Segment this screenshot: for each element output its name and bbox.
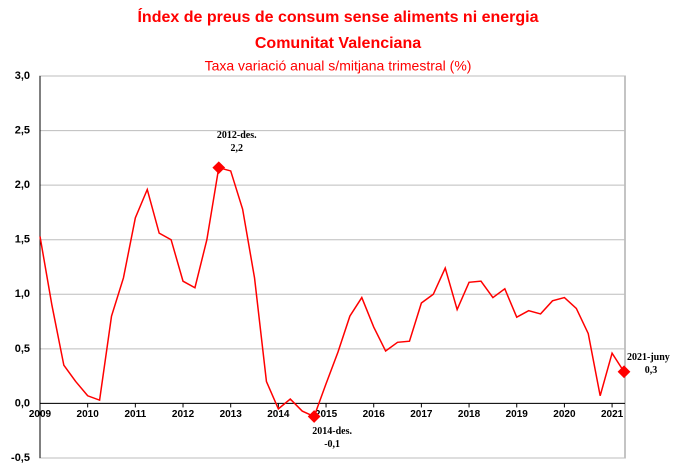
- y-tick-label: 2,5: [15, 124, 30, 136]
- annotation-value: -0,1: [324, 439, 340, 450]
- chart-title-line2: Comunitat Valenciana: [255, 35, 421, 52]
- annotation-value: 2,2: [231, 143, 244, 154]
- x-tick-label: 2017: [410, 409, 433, 420]
- highlight-marker: [212, 161, 226, 175]
- annotation-date: 2012-des.: [217, 130, 257, 141]
- annotation-value: 0,3: [645, 365, 658, 376]
- annotation-date: 2014-des.: [312, 426, 352, 437]
- x-tick-label: 2016: [363, 409, 386, 420]
- x-tick-label: 2011: [124, 409, 146, 420]
- y-tick-label: 1,5: [15, 234, 30, 246]
- plot-frame: [39, 75, 626, 459]
- x-tick-label: 2020: [553, 409, 576, 420]
- x-tick-label: 2018: [458, 409, 481, 420]
- x-tick-label: 2021: [601, 409, 624, 420]
- x-tick-label: 2013: [220, 409, 243, 420]
- x-tick-label: 2010: [77, 409, 100, 420]
- data-line: [39, 166, 625, 418]
- y-tick-label: 3,0: [15, 70, 30, 82]
- y-tick-label: -0,5: [11, 452, 30, 464]
- highlight-marker: [617, 365, 631, 379]
- y-tick-label: 2,0: [15, 179, 30, 191]
- chart-subtitle: Taxa variació anual s/mitjana trimestral…: [205, 58, 472, 74]
- x-tick-label: 2012: [172, 409, 195, 420]
- x-tick-label: 2014: [267, 409, 290, 420]
- annotation-date: 2021-juny: [627, 352, 670, 363]
- x-tick-label: 2015: [315, 409, 338, 420]
- chart-title: Índex de preus de consum sense aliments …: [137, 7, 538, 26]
- x-tick-label: 2019: [506, 409, 529, 420]
- highlight-marker: [307, 410, 321, 423]
- y-tick-label: 1,0: [15, 288, 30, 300]
- y-tick-label: 0,0: [15, 397, 30, 409]
- x-tick-label: 2009: [29, 409, 52, 420]
- y-tick-label: 0,5: [15, 343, 30, 355]
